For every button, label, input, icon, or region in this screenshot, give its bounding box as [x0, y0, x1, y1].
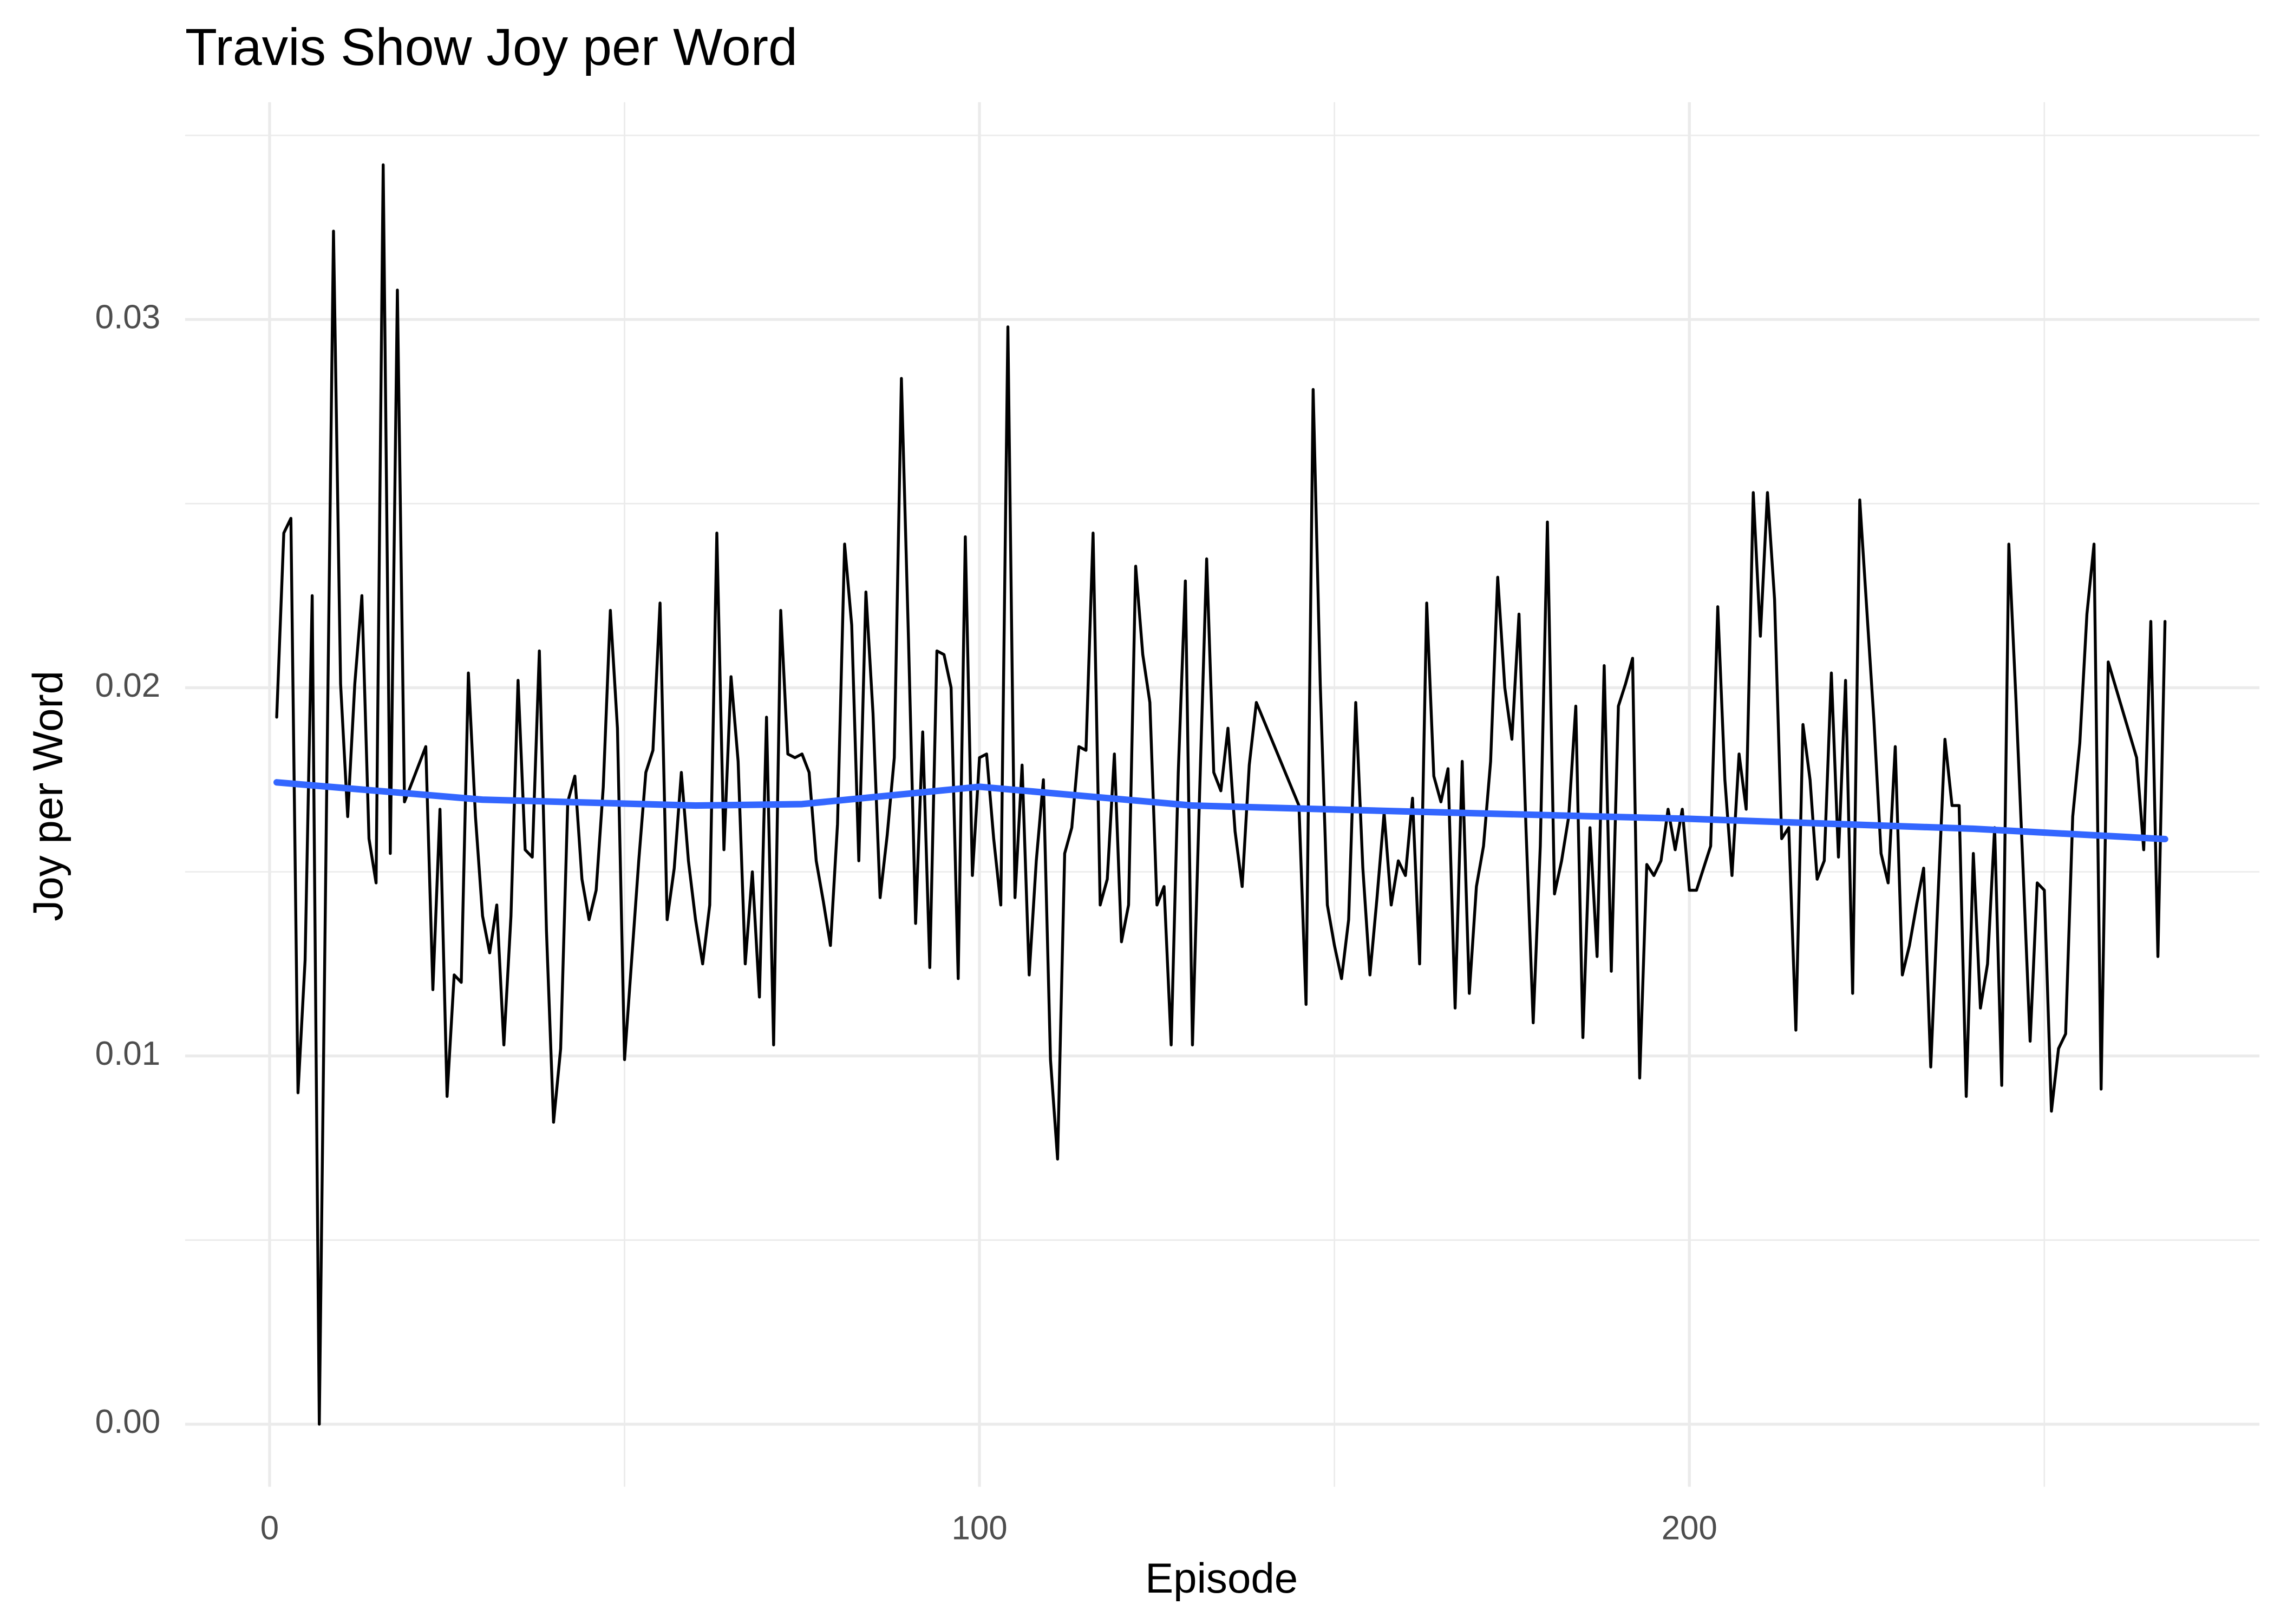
- y-tick-label: 0.01: [95, 1035, 160, 1072]
- plot-area: [273, 163, 2168, 1426]
- x-tick-label: 200: [1662, 1510, 1717, 1547]
- trend-line: [273, 779, 2168, 843]
- tick-labels: 0 100 200 0.00 0.01 0.02 0.03: [95, 299, 1717, 1547]
- y-tick-label: 0.03: [95, 299, 160, 336]
- grid: [185, 102, 2260, 1487]
- y-tick-label: 0.00: [95, 1403, 160, 1440]
- y-axis-label: Joy per Word: [24, 671, 71, 921]
- x-tick-label: 100: [951, 1510, 1007, 1547]
- x-tick-label: 0: [260, 1510, 279, 1547]
- data-line: [275, 163, 2167, 1426]
- chart-title: Travis Show Joy per Word: [185, 17, 798, 76]
- y-tick-label: 0.02: [95, 667, 160, 704]
- x-axis-label: Episode: [1145, 1554, 1298, 1602]
